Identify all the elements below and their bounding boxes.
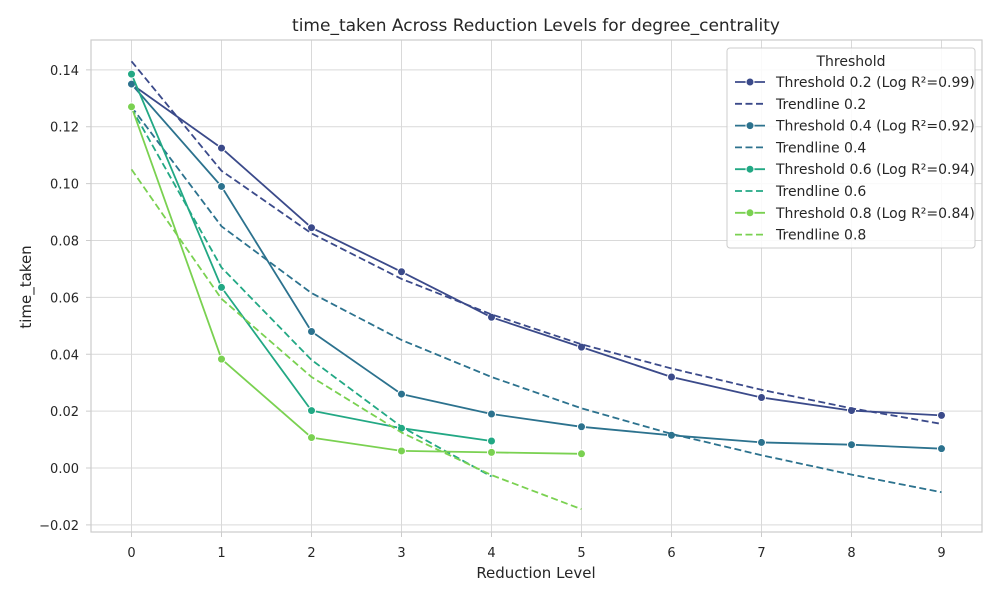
legend-entry-label: Trendline 0.6 (775, 184, 866, 200)
trendline (130, 60, 942, 425)
y-tick-label: 0.14 (50, 64, 79, 79)
x-tick-label: 9 (937, 546, 945, 561)
y-tick-labels: −0.02 0.00 0.02 0.04 0.06 0.08 0.10 0.12 0.14 (39, 64, 79, 534)
legend-entry-label: Trendline 0.2 (775, 97, 866, 113)
y-tick-label: −0.02 (39, 519, 79, 534)
data-point (937, 410, 946, 420)
x-tick-label: 5 (577, 546, 585, 561)
legend-entry-label: Threshold 0.8 (Log R²=0.84) (775, 206, 975, 222)
y-tick-label: 0.00 (50, 462, 79, 477)
data-point (487, 409, 496, 419)
data-point (757, 437, 766, 447)
x-tick-label: 6 (667, 546, 675, 561)
data-point (487, 447, 496, 457)
legend: Threshold Threshold 0.2 (Log R²=0.99) Tre… (726, 47, 976, 249)
legend-items: Threshold 0.2 (Log R²=0.99) Trendline 0.2… (735, 75, 975, 244)
legend-swatch-marker (745, 208, 755, 218)
series-line (130, 106, 582, 455)
data-point (487, 436, 496, 446)
y-tick-label: 0.12 (50, 121, 79, 136)
data-point (487, 312, 496, 322)
y-tick-label: 0.10 (50, 178, 79, 193)
chart-title: time_taken Across Reduction Levels for d… (292, 16, 780, 36)
data-point (847, 440, 856, 450)
x-axis-label: Reduction Level (476, 564, 595, 582)
legend-entry-label: Threshold 0.4 (Log R²=0.92) (775, 119, 975, 135)
data-point (307, 223, 316, 233)
y-axis-label: time_taken (17, 245, 36, 328)
plot-frame (90, 39, 983, 533)
data-point (217, 354, 226, 364)
trendline (130, 107, 492, 478)
x-tick-label: 8 (847, 546, 855, 561)
data-point (397, 267, 406, 277)
legend-swatch-marker (745, 77, 755, 87)
x-tick-label: 3 (397, 546, 405, 561)
legend-swatch-marker (745, 164, 755, 174)
data-point (577, 422, 586, 432)
data-point (397, 446, 406, 456)
data-point (937, 444, 946, 454)
legend-swatch-marker (745, 121, 755, 131)
data-point (217, 181, 226, 191)
data-point (217, 143, 226, 153)
x-tick-label: 4 (487, 546, 495, 561)
series-line (130, 83, 942, 417)
legend-entry-label: Threshold 0.6 (Log R²=0.94) (775, 162, 975, 178)
data-point (217, 282, 226, 292)
trendline (130, 168, 582, 511)
y-tick-label: 0.02 (50, 405, 79, 420)
data-point (577, 342, 586, 352)
legend-entry-label: Trendline 0.8 (775, 228, 866, 244)
data-point (667, 372, 676, 382)
data-point (307, 433, 316, 443)
x-tick-label: 1 (217, 546, 225, 561)
legend-entry-label: Trendline 0.4 (775, 140, 866, 156)
x-tick-label: 7 (757, 546, 765, 561)
data-point (577, 449, 586, 459)
x-tick-label: 2 (307, 546, 315, 561)
data-point (307, 406, 316, 416)
y-tick-label: 0.08 (50, 234, 79, 249)
x-tick-label: 0 (127, 546, 135, 561)
data-point (307, 327, 316, 337)
data-point (757, 392, 766, 402)
trendline (130, 106, 942, 494)
data-point (397, 389, 406, 399)
y-tick-label: 0.04 (50, 348, 79, 363)
plot-area (127, 60, 946, 511)
y-tick-label: 0.06 (50, 291, 79, 306)
x-tick-labels: 0 1 2 3 4 5 6 7 8 9 (127, 546, 945, 561)
data-point (127, 69, 136, 79)
data-point (127, 102, 136, 112)
legend-title: Threshold (816, 54, 886, 70)
legend-box (726, 47, 976, 249)
legend-entry-label: Threshold 0.2 (Log R²=0.99) (775, 75, 975, 91)
